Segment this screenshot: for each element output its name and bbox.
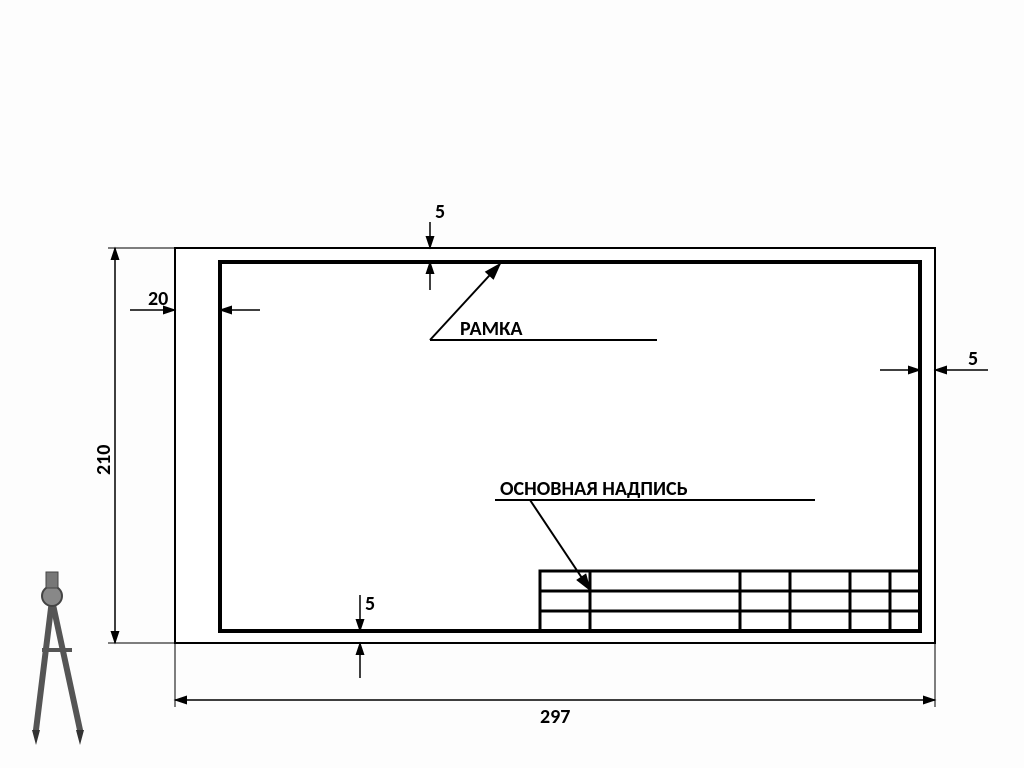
technical-drawing: РАМКА ОСНОВНАЯ НАДПИСЬ 5 20 5 [0,0,1024,768]
svg-text:210: 210 [92,445,116,475]
svg-text:297: 297 [540,705,570,729]
frame-label: РАМКА [460,317,523,341]
svg-text:5: 5 [968,347,978,371]
svg-text:5: 5 [365,592,375,616]
svg-text:20: 20 [148,287,168,311]
outer-sheet [175,248,935,643]
title-block-label: ОСНОВНАЯ НАДПИСЬ [500,477,688,501]
svg-text:5: 5 [435,200,445,224]
